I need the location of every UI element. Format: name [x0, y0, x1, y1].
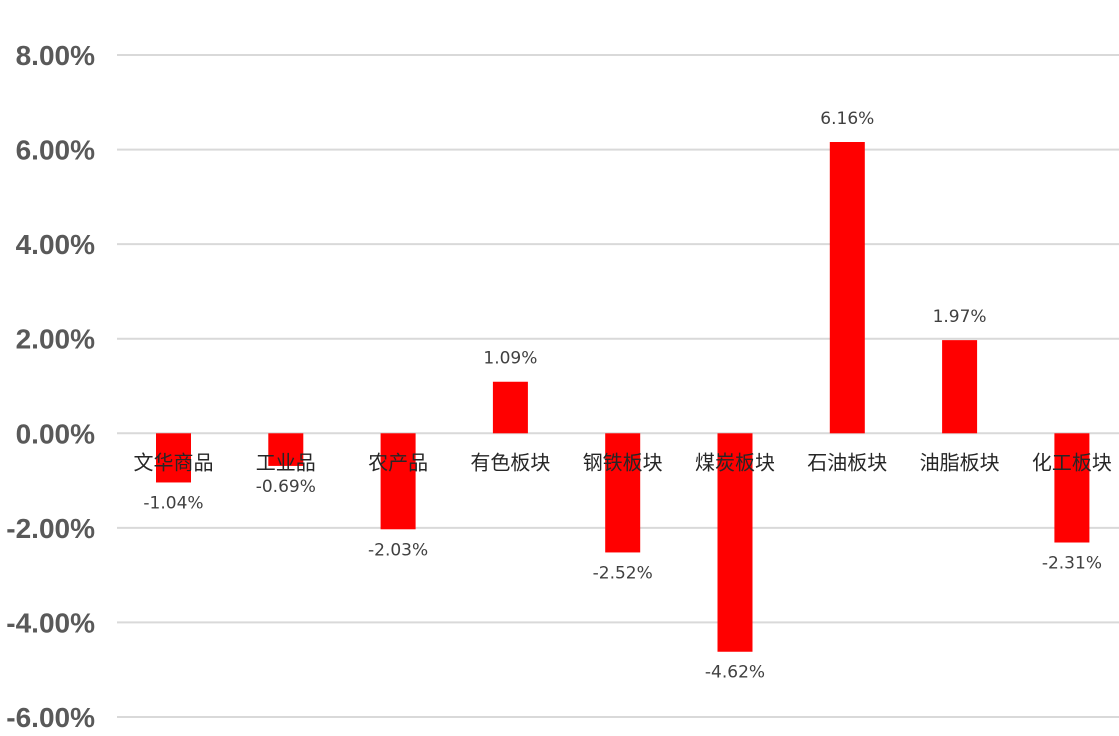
- data-label: -0.69%: [256, 477, 316, 497]
- data-label: -1.04%: [143, 493, 203, 513]
- data-label: 1.97%: [933, 307, 987, 327]
- y-tick-label: 8.00%: [16, 40, 95, 71]
- data-label: -2.52%: [593, 563, 653, 583]
- bar: [268, 433, 304, 466]
- bar: [605, 433, 641, 553]
- category-label: 油脂板块: [920, 450, 1000, 474]
- bar: [492, 381, 528, 434]
- y-tick-label: 2.00%: [16, 324, 95, 355]
- bar: [942, 340, 978, 434]
- category-label: 钢铁板块: [583, 450, 663, 474]
- y-axis-tick-labels: 8.00% 6.00% 4.00% 2.00% 0.00% -2.00% -4.00% -6.…: [6, 40, 95, 733]
- y-tick-label: -6.00%: [6, 702, 95, 733]
- category-label: 煤炭板块: [695, 450, 775, 474]
- y-tick-label: -2.00%: [6, 513, 95, 544]
- data-label: -2.03%: [368, 540, 428, 560]
- data-label: -4.62%: [705, 663, 765, 683]
- category-label: 石油板块: [807, 450, 887, 474]
- data-label: -2.31%: [1042, 554, 1102, 574]
- y-tick-label: -4.00%: [6, 607, 95, 638]
- category-label: 文华商品: [134, 450, 214, 474]
- category-labels: 文华商品 工业品 农产品 有色板块 钢铁板块 煤炭板块 石油板块 油脂板块 化工板块: [134, 450, 1112, 474]
- category-label: 工业品: [256, 450, 316, 474]
- bar: [380, 433, 416, 530]
- category-label: 化工板块: [1032, 450, 1112, 474]
- y-tick-label: 6.00%: [16, 135, 95, 166]
- y-tick-label: 0.00%: [16, 418, 95, 449]
- bar: [829, 142, 865, 434]
- data-labels: -1.04% -0.69% -2.03% 1.09% -2.52% -4.62% 6.16%…: [143, 109, 1102, 683]
- bar: [156, 433, 191, 483]
- category-label: 有色板块: [470, 450, 550, 474]
- data-label: 1.09%: [483, 349, 537, 369]
- y-tick-label: 4.00%: [16, 229, 95, 260]
- bar: [717, 433, 753, 652]
- bars: [156, 142, 1090, 652]
- data-label: 6.16%: [820, 109, 874, 129]
- bar: [1054, 433, 1090, 543]
- category-label: 农产品: [368, 450, 428, 474]
